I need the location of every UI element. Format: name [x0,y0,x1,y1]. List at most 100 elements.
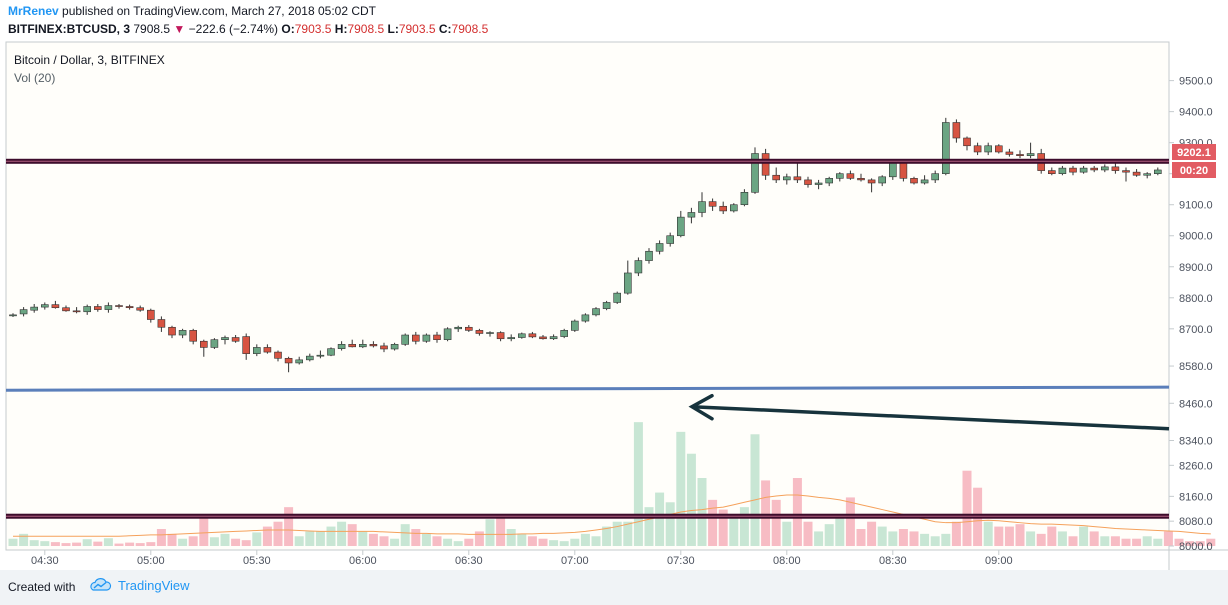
candle [136,305,144,312]
candle [104,302,113,313]
low-value: 7903.5 [398,22,436,36]
candle-body [645,250,653,261]
candle [761,148,770,180]
candle [454,325,463,332]
candle-body [984,145,993,153]
volume-bar [697,478,707,546]
price-axis[interactable]: 9500.09400.09300.09200.09100.09000.08900… [1169,76,1213,553]
candle-body [231,337,240,342]
volume-bar [655,492,665,546]
candle-body [411,334,420,342]
volume-bar [1185,541,1195,546]
volume-bar [983,521,993,546]
volume-bar [390,538,400,546]
candle-body [475,330,484,334]
volume-bar [294,536,304,546]
candle [221,335,229,345]
change-down-icon: ▼ [173,22,186,36]
candle-body [380,345,388,350]
candle [941,117,950,176]
volume-bar [114,543,124,546]
candle-body [729,204,738,212]
candle [327,347,335,357]
support-trend-line [5,385,1170,392]
candle-body [274,351,282,359]
open-label: O: [281,22,295,36]
candle [189,328,197,345]
volume-bar [411,529,421,546]
volume-bar [602,526,612,546]
volume-bar [761,480,771,546]
candle [507,334,516,342]
volume-bar [464,538,474,546]
volume-bar [474,531,484,546]
candle-body [910,178,918,184]
author-name[interactable]: MrRenev [8,4,59,18]
price-tick-label: 8700.0 [1179,324,1213,336]
candle [390,342,399,351]
volume-ma-line [13,494,1211,537]
candle-body [592,308,600,316]
candle-body [422,334,431,342]
volume-bar [538,538,548,546]
candle-body [1143,173,1151,176]
volume-bar [241,540,251,546]
candle-body [1154,169,1162,174]
candle [1058,165,1067,176]
volume-bar [368,533,378,546]
countdown-value: 00:20 [1180,165,1208,177]
volume-bar [188,536,198,546]
time-tick-label: 06:00 [349,555,377,567]
candle [931,170,940,183]
candle [380,342,388,353]
volume-bar [835,514,845,546]
time-axis[interactable]: 04:0004:3005:0005:3006:0006:3007:0007:30… [0,550,1013,567]
candle-body [178,330,187,336]
candle-body [857,178,865,181]
candle [772,167,781,183]
candle [19,307,28,317]
price-change: −222.6 (−2.74%) [188,22,279,36]
volume-bar [898,529,908,546]
plot-area [5,41,1170,551]
candle-body [602,302,611,309]
candle [973,142,982,156]
volume-bar [496,516,506,546]
candle [602,300,611,311]
candle [613,291,622,304]
candle [94,304,102,312]
volume-bar [326,526,336,546]
candle-body [634,260,643,274]
price-tick-label: 8460.0 [1179,398,1213,410]
volume-bar [1174,538,1184,546]
volume-bar [951,521,961,546]
time-tick-label: 04:30 [31,555,59,567]
candle [804,176,812,188]
candle [464,325,473,332]
candle [210,338,219,349]
candle-body [390,344,399,350]
price-tick-label: 9500.0 [1179,76,1213,88]
arrow-head [688,393,714,421]
candle-body [125,306,134,309]
candle [305,353,314,362]
candle-body [40,304,49,308]
volume-bar [1142,536,1152,546]
volume-bar [845,497,855,546]
candle-body [369,344,378,347]
publish-header: MrRenev published on TradingView.com, Ma… [0,0,1228,40]
volume-bar [347,524,357,546]
candle [83,304,91,315]
volume-bar [156,529,166,546]
candle [698,192,706,218]
volume-bar [877,526,887,546]
candle [253,344,261,357]
legend-volume: Vol (20) [14,71,55,85]
candle [147,308,155,323]
candle [581,313,590,323]
tradingview-link[interactable]: TradingView [88,577,190,593]
price-tick-label: 8080.0 [1179,516,1213,528]
candle-body [337,344,346,349]
price-chart[interactable]: Bitcoin / Dollar, 3, BITFINEX Vol (20) 9… [0,40,1228,570]
volume-bar [1026,531,1036,546]
